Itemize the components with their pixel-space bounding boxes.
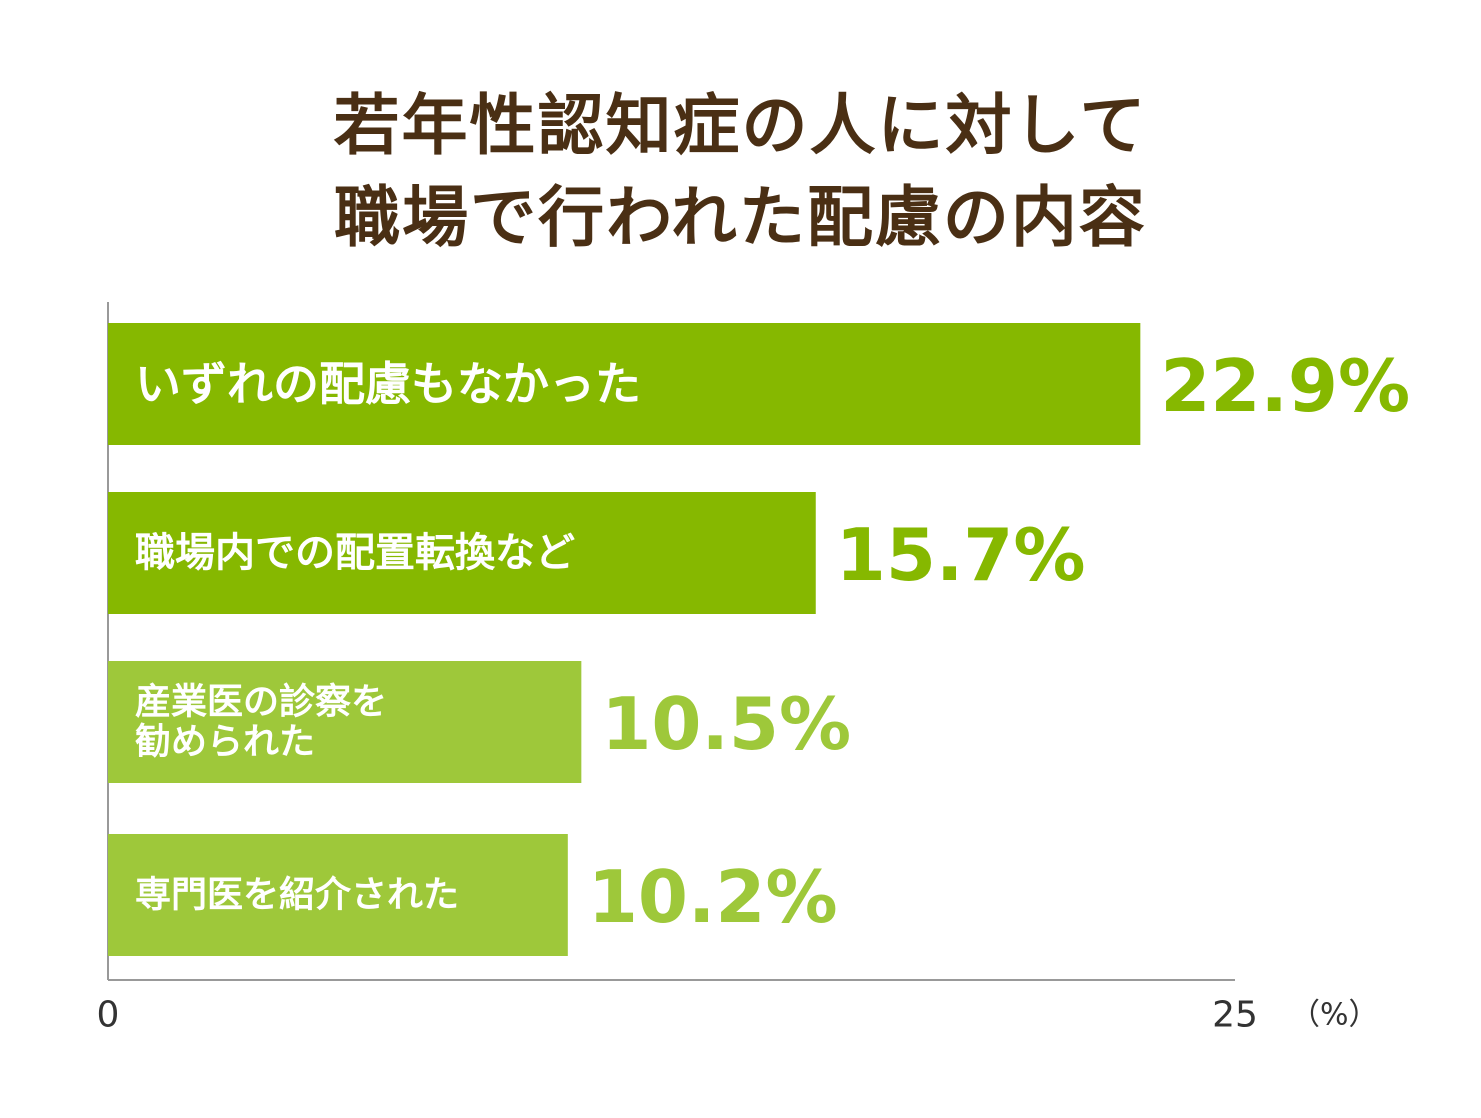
bar (108, 323, 1141, 445)
bar-category-label: 産業医の診察を (135, 681, 387, 722)
bar-value-label: 15.7% (836, 513, 1086, 597)
bar-value-label: 10.5% (601, 682, 851, 766)
bar (108, 492, 816, 614)
bar (108, 661, 582, 783)
chart-title: 若年性認知症の人に対して 職場で行われた配慮の内容 (0, 80, 1481, 264)
bar-category-label: 勧められた (135, 722, 315, 763)
bar-value-label: 22.9% (1160, 344, 1410, 428)
chart-title-line-2: 職場で行われた配慮の内容 (334, 179, 1147, 256)
bar (108, 834, 568, 956)
chart-title-line-1: 若年性認知症の人に対して (333, 87, 1148, 164)
x-tick-label: 0 (97, 995, 120, 1036)
bar-value-label: 10.2% (588, 855, 838, 939)
x-tick-label: 25 (1212, 995, 1258, 1036)
bar-category-label: 職場内での配置転換など (135, 530, 575, 576)
bar-category-label: 専門医を紹介された (135, 875, 459, 916)
x-unit-label: （%） (1290, 998, 1379, 1033)
bar-category-label: いずれの配慮もなかった (135, 357, 641, 411)
